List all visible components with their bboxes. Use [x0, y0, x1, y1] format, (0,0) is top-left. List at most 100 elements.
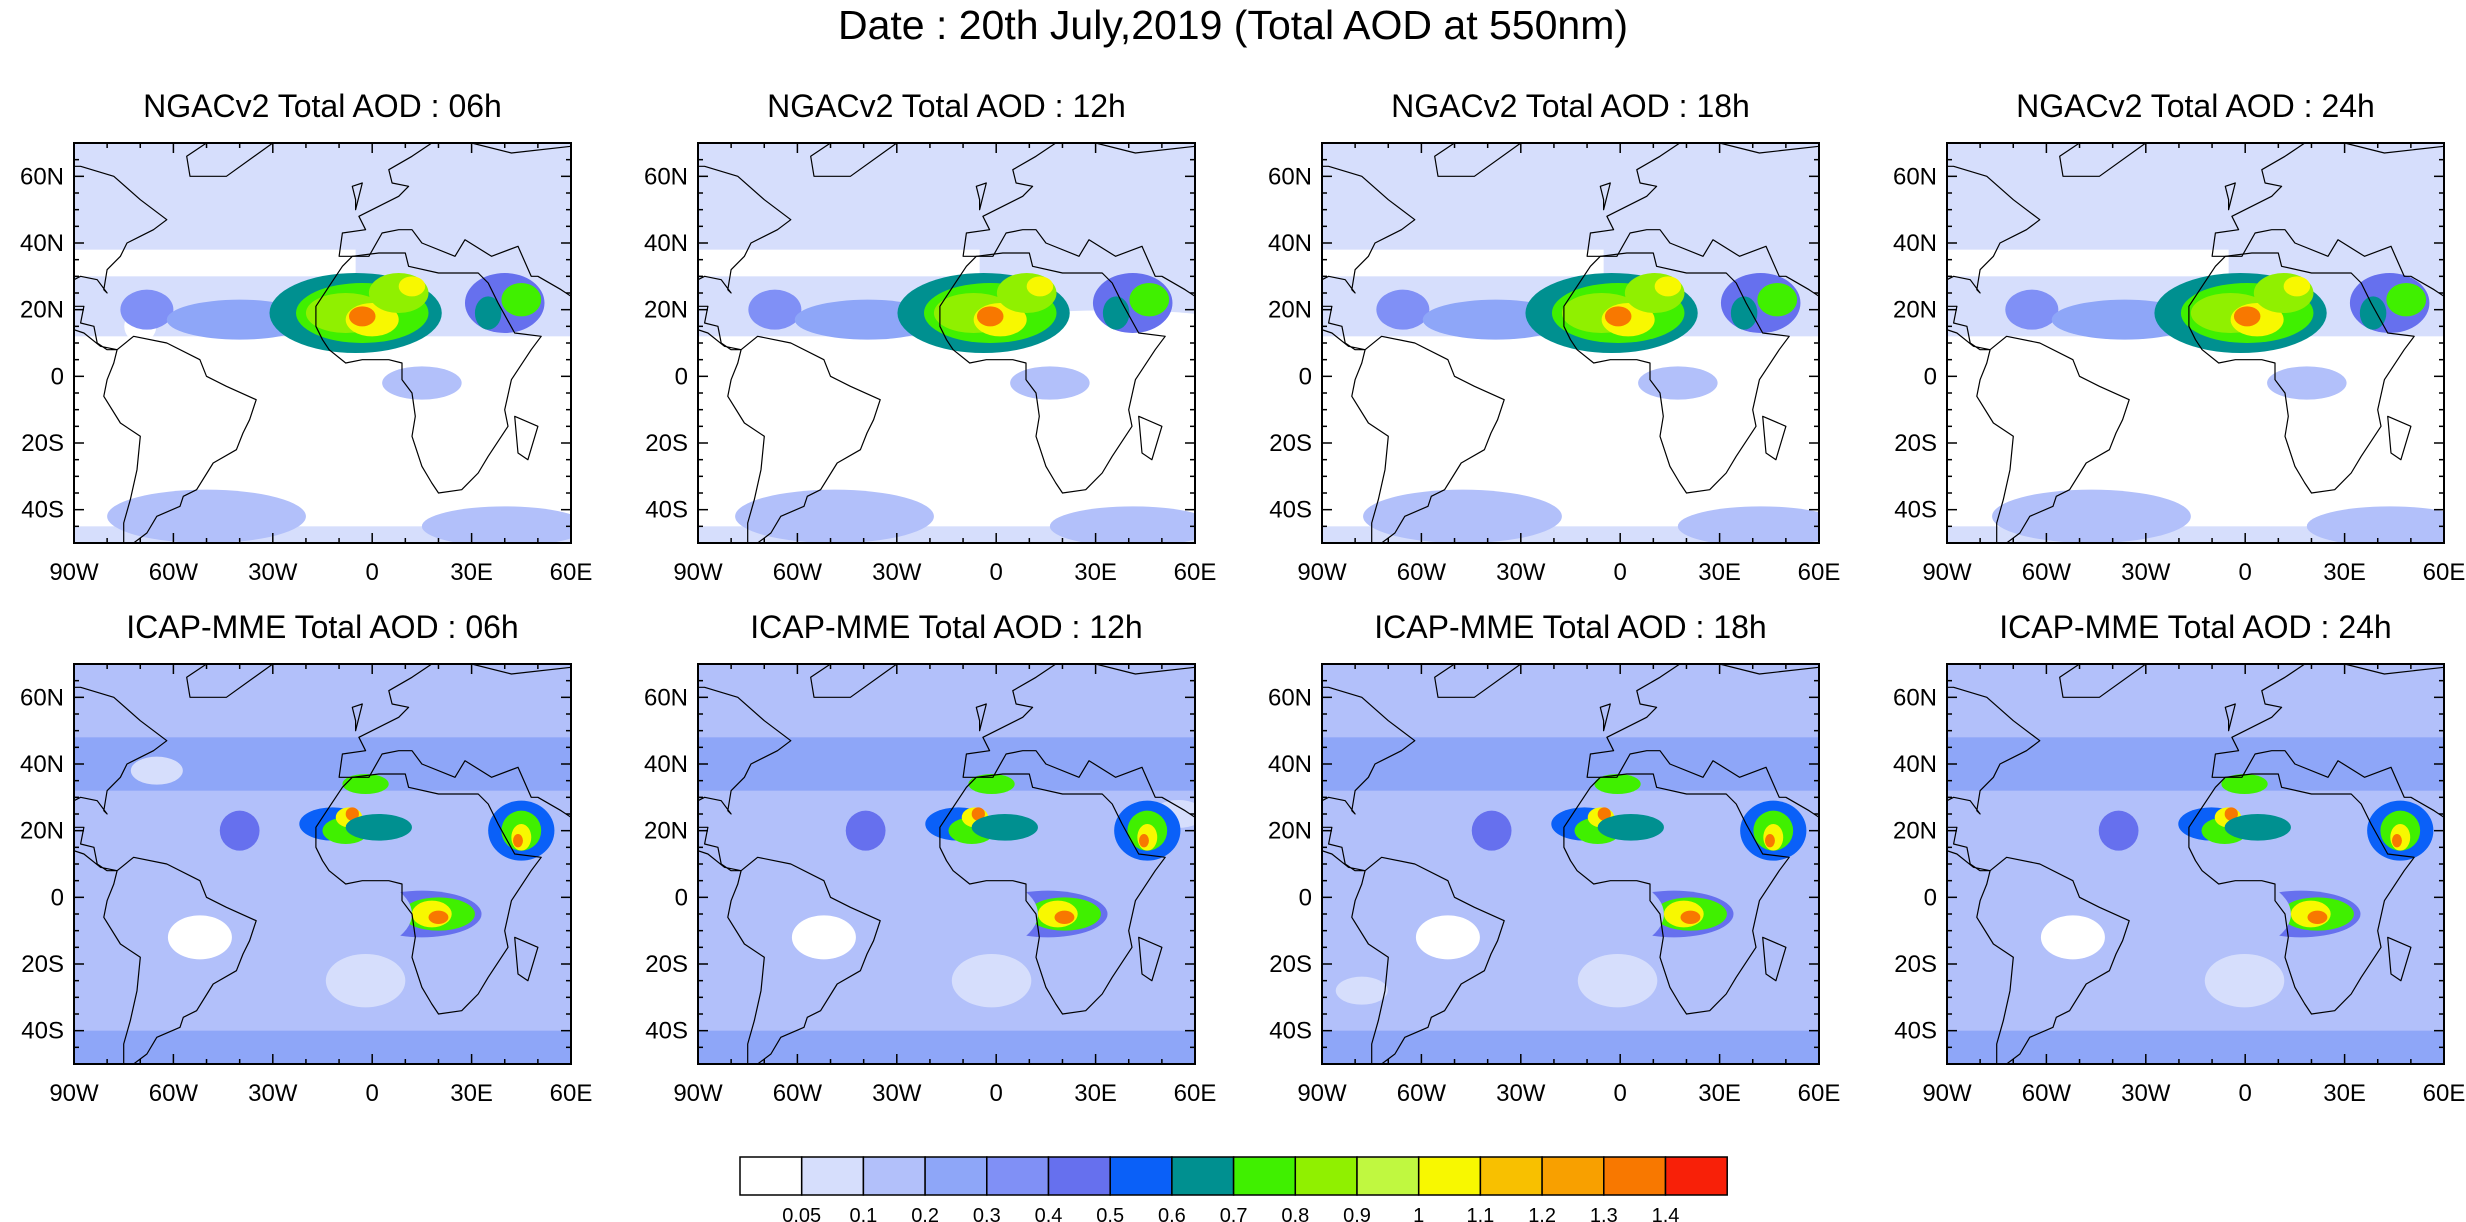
panel-title: ICAP-MME Total AOD : 12h: [750, 609, 1143, 645]
lon-tick-label: 60E: [1798, 559, 1841, 586]
map-panel: 60N 40N 20N 0 20S 40S 90W 60W 30W 0 30E 60E: [644, 663, 1217, 1107]
lat-tick-label: 0: [1299, 884, 1312, 911]
aod-plume: [2283, 276, 2311, 297]
aod-plume: [1730, 296, 1758, 330]
lon-tick-label: 0: [1614, 559, 1627, 586]
lon-tick-label: 90W: [1922, 1080, 1972, 1107]
lat-tick-label: 20N: [1268, 297, 1312, 324]
lon-tick-label: 60W: [1397, 559, 1447, 586]
aod-plume: [2224, 807, 2238, 821]
lon-tick-label: 30W: [2121, 559, 2171, 586]
aod-plume: [501, 283, 542, 317]
aod-plume: [428, 910, 449, 924]
lat-tick-label: 20S: [1894, 430, 1937, 457]
lat-tick-label: 0: [1924, 884, 1937, 911]
lat-tick-label: 20N: [644, 297, 688, 324]
lat-tick-label: 40S: [1894, 497, 1937, 524]
colorbar-label: 1.4: [1652, 1205, 1680, 1222]
aod-plume: [971, 814, 1038, 841]
colorbar-label: 1.3: [1590, 1205, 1618, 1222]
colorbar-label: 1: [1413, 1205, 1424, 1222]
lon-tick-label: 30E: [1074, 1080, 1117, 1107]
colorbar-label: 0.7: [1220, 1205, 1248, 1222]
colorbar-swatch: [986, 1156, 1050, 1196]
colorbar-swatch: [862, 1156, 926, 1196]
aod-plume: [2005, 289, 2059, 330]
colorbar-label: 0.2: [911, 1205, 939, 1222]
aod-plume: [1680, 910, 1701, 924]
aod-plume: [345, 807, 359, 821]
lon-tick-label: 30W: [248, 559, 298, 586]
aod-plume: [2224, 814, 2291, 841]
lat-tick-label: 60N: [1893, 163, 1937, 190]
aod-plume: [1594, 774, 1641, 794]
lon-tick-label: 60E: [550, 559, 593, 586]
lon-tick-label: 60W: [773, 559, 823, 586]
map-panel: 60N 40N 20N 0 20S 40S 90W 60W 30W 0 30E 60E: [20, 663, 592, 1107]
lon-tick-label: 90W: [1922, 559, 1972, 586]
aod-plume: [2386, 283, 2427, 317]
aod-plume: [1638, 366, 1718, 400]
coastlines: [74, 143, 571, 543]
lon-tick-label: 60W: [773, 1080, 823, 1107]
aod-plume: [892, 874, 1038, 954]
colorbar-swatch: [1541, 1156, 1605, 1196]
lon-tick-label: 30E: [2323, 1080, 2366, 1107]
aod-plume: [345, 814, 412, 841]
lon-tick-label: 0: [1614, 1080, 1627, 1107]
lon-tick-label: 30E: [450, 1080, 493, 1107]
lon-tick-label: 90W: [49, 559, 99, 586]
lat-tick-label: 20S: [21, 430, 64, 457]
colorbar-swatch: [1294, 1156, 1358, 1196]
colorbar-label: 1.1: [1466, 1205, 1494, 1222]
lat-tick-label: 40S: [645, 1018, 688, 1045]
colorbar-label: 0.8: [1281, 1205, 1309, 1222]
aod-plume: [1757, 283, 1798, 317]
colorbar-label: 0.05: [782, 1205, 821, 1222]
aod-plume: [845, 810, 886, 851]
lon-tick-label: 90W: [673, 1080, 723, 1107]
aod-plume: [1376, 289, 1430, 330]
panel-title: NGACv2 Total AOD : 24h: [2016, 88, 2375, 124]
colorbar-swatch: [1603, 1156, 1667, 1196]
panel-title: NGACv2 Total AOD : 18h: [1391, 88, 1750, 124]
lat-tick-label: 20N: [1893, 297, 1937, 324]
lat-tick-label: 20N: [1893, 818, 1937, 845]
aod-plume: [349, 306, 376, 327]
lon-tick-label: 30W: [872, 1080, 922, 1107]
lat-tick-label: 40S: [21, 1018, 64, 1045]
aod-plume: [1518, 874, 1664, 954]
colorbar-swatch: [1417, 1156, 1482, 1196]
lat-tick-label: 0: [1299, 363, 1312, 390]
lon-tick-label: 30W: [248, 1080, 298, 1107]
colorbar-label: 0.4: [1035, 1205, 1063, 1222]
lat-tick-label: 0: [675, 884, 688, 911]
aod-plume: [1992, 489, 2191, 543]
map-panel: 60N 40N 20N 0 20S 40S 90W 60W 30W 0 30E 60E: [644, 142, 1216, 586]
aod-field: [1947, 143, 2444, 543]
lat-tick-label: 20S: [1894, 951, 1937, 978]
aod-plume: [968, 774, 1015, 794]
lon-tick-label: 30E: [2323, 559, 2366, 586]
panel-title: NGACv2 Total AOD : 12h: [767, 88, 1126, 124]
lat-tick-label: 20N: [644, 818, 688, 845]
aod-plume: [1577, 954, 1658, 1008]
lat-tick-label: 0: [675, 363, 688, 390]
aod-plume: [1764, 834, 1775, 848]
lat-tick-label: 60N: [644, 163, 688, 190]
coastlines: [1322, 143, 1819, 543]
lon-tick-label: 60E: [1174, 1080, 1217, 1107]
colorbar-swatch: [739, 1156, 803, 1196]
coastlines: [74, 664, 571, 1064]
map-panel: 60N 40N 20N 0 20S 40S 90W 60W 30W 0 30E 60E: [20, 142, 593, 586]
lon-tick-label: 90W: [1297, 559, 1347, 586]
lat-tick-label: 20S: [21, 951, 64, 978]
lat-tick-label: 20N: [1268, 818, 1312, 845]
aod-plume: [342, 774, 389, 794]
colorbar-swatch: [1356, 1156, 1420, 1196]
map-panel: 60N 40N 20N 0 20S 40S 90W 60W 30W 0 30E 60E: [1268, 663, 1840, 1107]
lat-tick-label: 40N: [20, 230, 64, 257]
lat-tick-label: 60N: [1268, 684, 1312, 711]
lon-tick-label: 30W: [872, 559, 922, 586]
lat-tick-label: 20S: [645, 430, 688, 457]
